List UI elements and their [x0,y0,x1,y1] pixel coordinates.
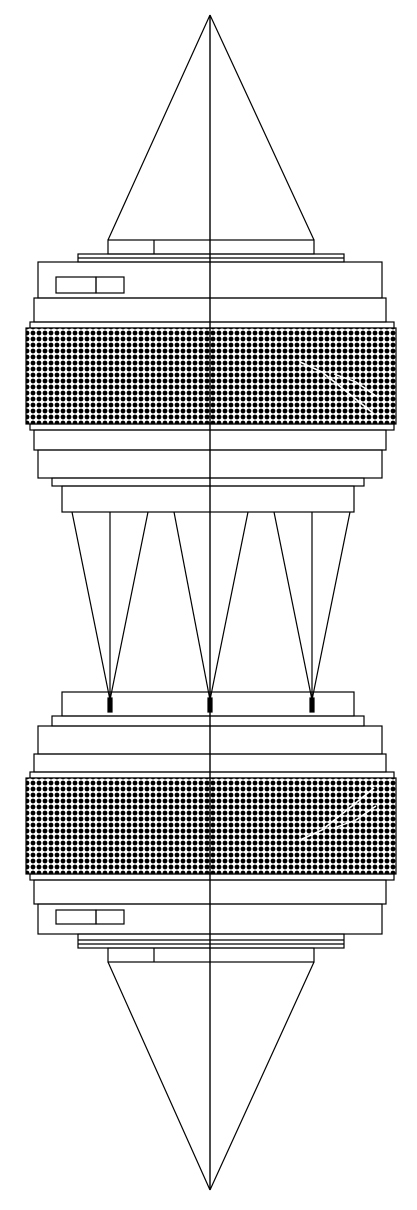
lower-step-ring [51,715,365,727]
lower-window-left [55,909,97,925]
lower-cone-left-edge [107,961,211,1191]
strut-pin-right [309,697,315,713]
lower-knurled-grip [25,777,397,875]
upper-rim-bottom [29,423,395,431]
upper-cone-right-edge [209,14,315,241]
upper-cone-base-collar [107,239,315,255]
lower-rim-bottom [29,873,395,881]
upper-step-ring [51,477,365,487]
upper-lens-barrel [25,239,397,513]
strut-pin-left [107,697,113,713]
lower-window-right [95,909,125,925]
upper-window-left [55,276,97,294]
upper-rim-top [29,321,395,329]
upper-cone-left-edge [107,14,211,241]
lower-thin-ring [77,933,345,949]
upper-cone [107,14,315,241]
connector-struts [71,511,351,713]
upper-window-right [95,276,125,294]
lower-cone-base-collar [107,947,315,963]
lower-rim-top [29,771,395,779]
lower-cone [107,961,315,1191]
lower-lens-barrel [25,691,397,963]
lower-cone-right-edge [209,961,315,1191]
upper-mount-ring [61,485,355,513]
